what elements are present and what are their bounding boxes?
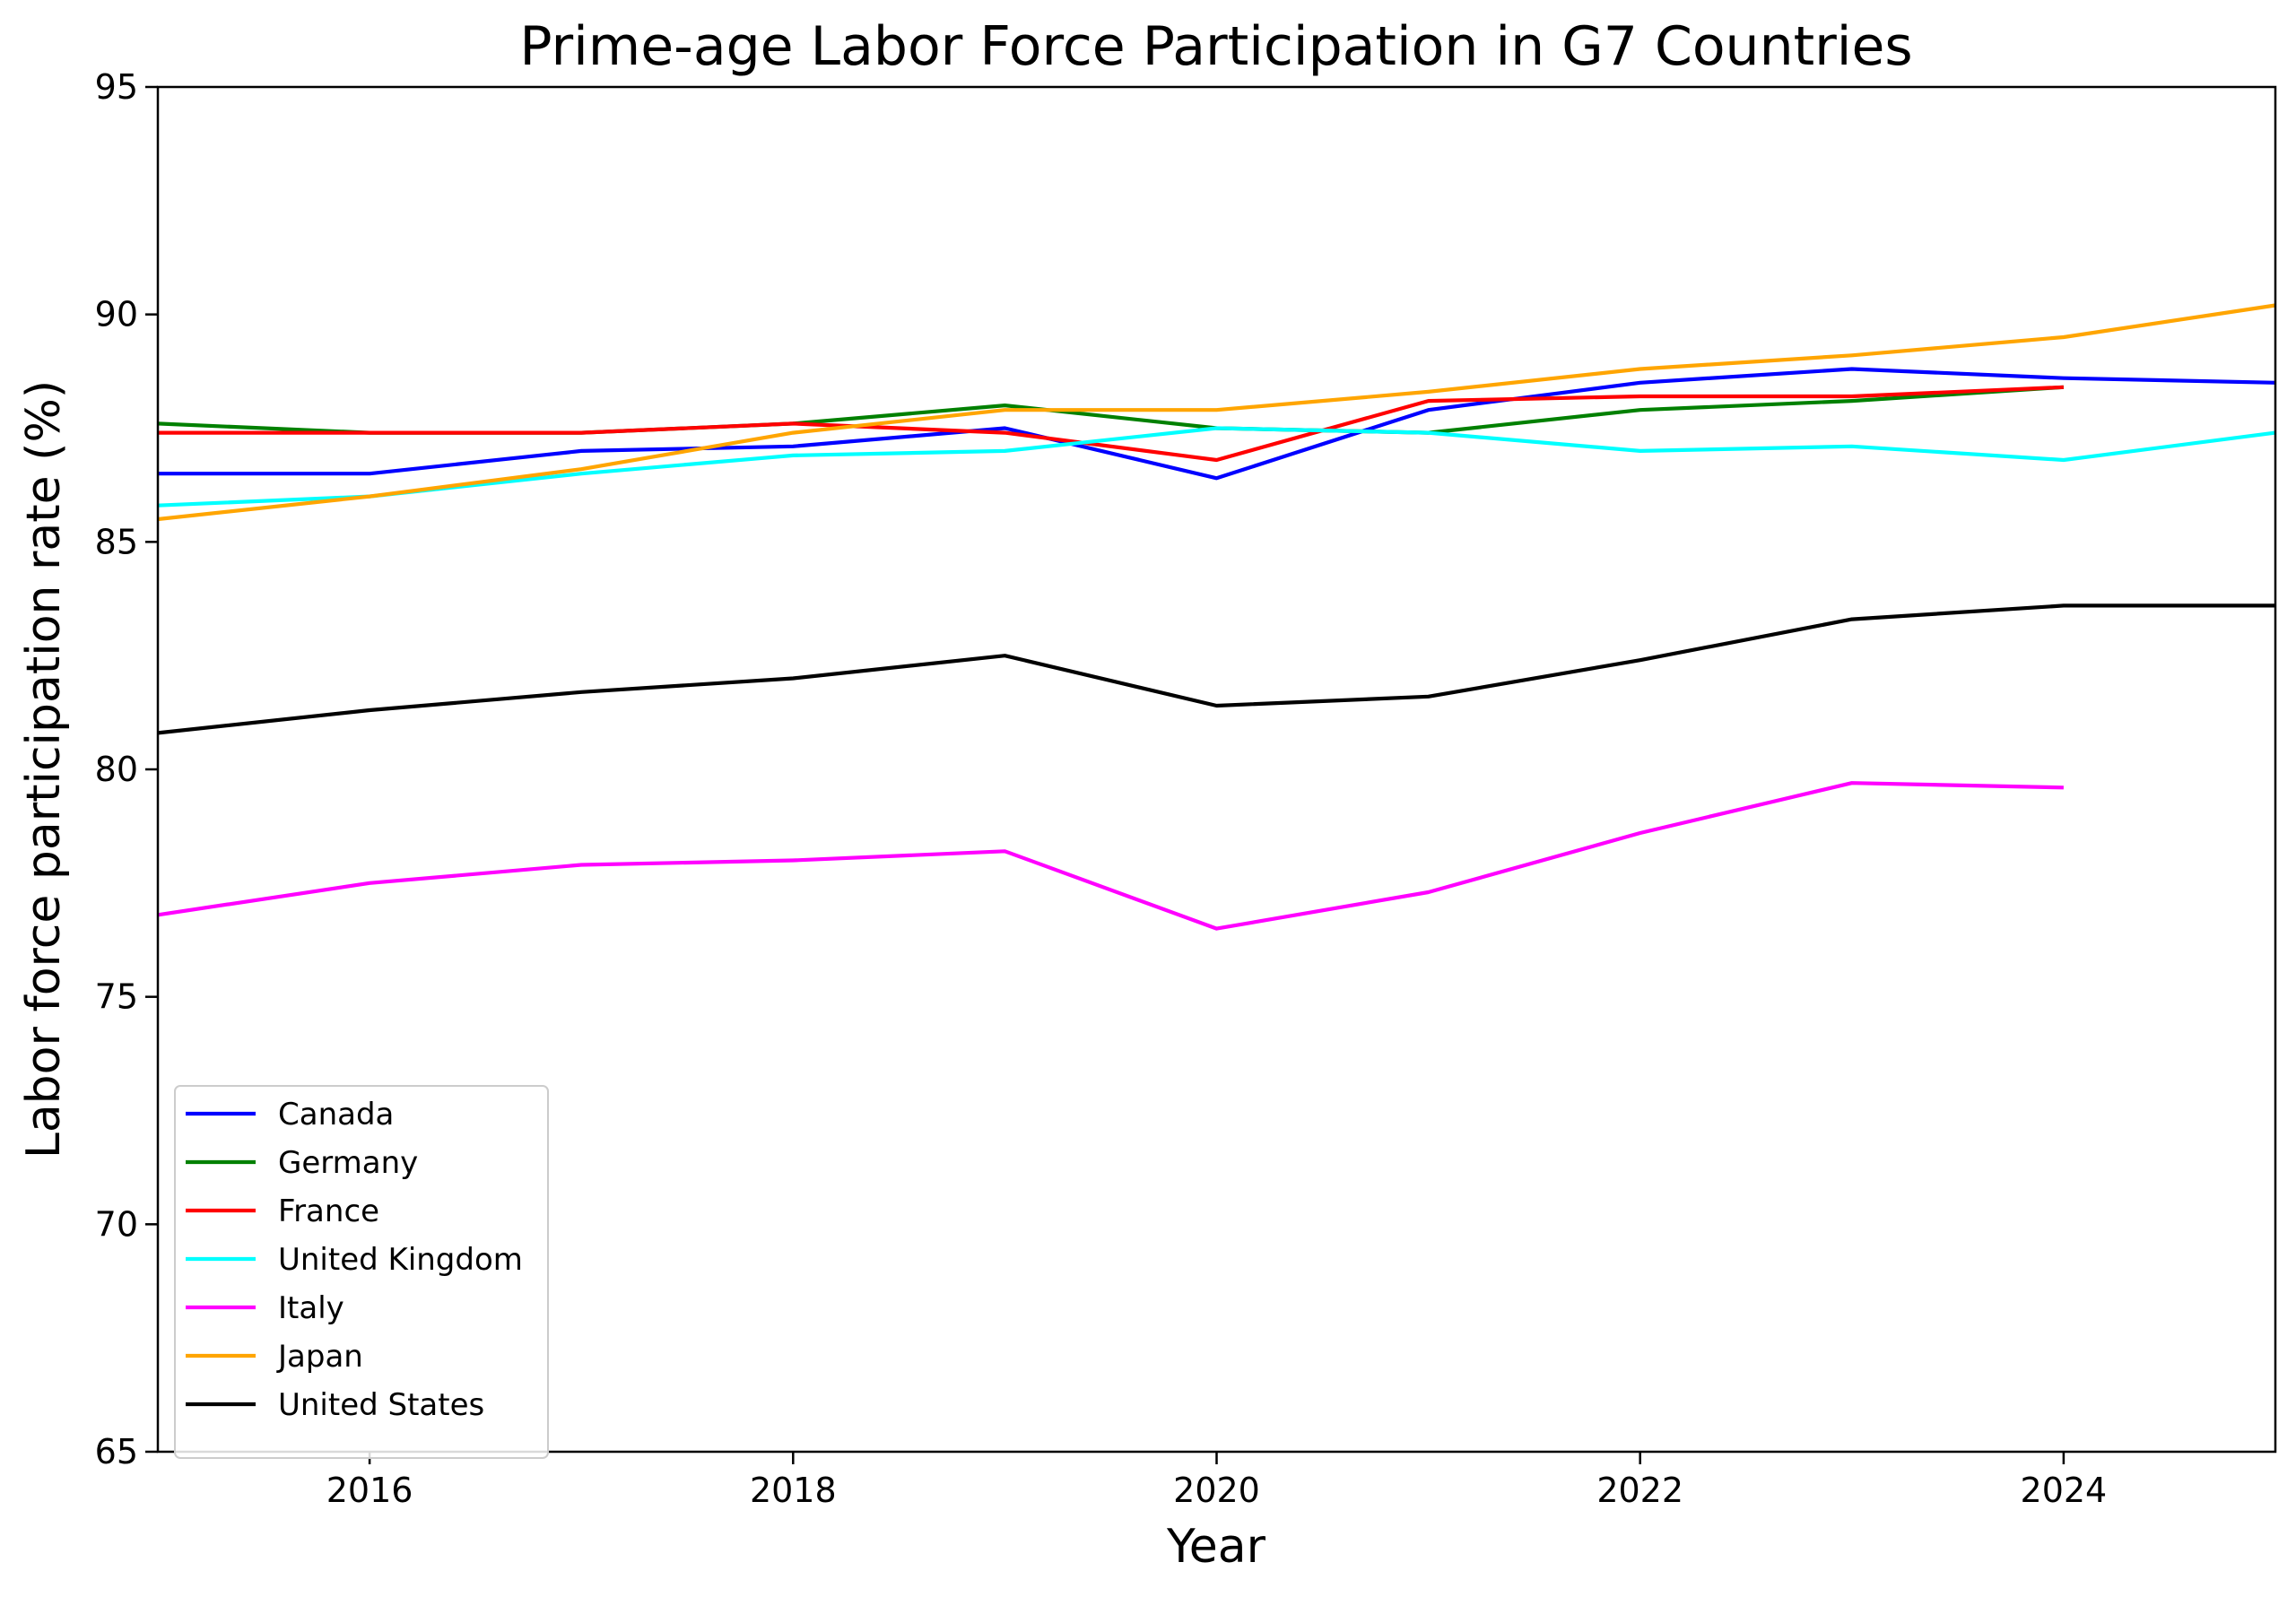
x-tick-label: 2024 — [2021, 1471, 2108, 1510]
x-tick-label: 2018 — [750, 1471, 837, 1510]
y-tick-label: 85 — [95, 522, 138, 561]
legend-label-japan: Japan — [276, 1339, 363, 1375]
y-tick-label: 75 — [95, 977, 138, 1017]
y-tick-label: 70 — [95, 1204, 138, 1244]
series-line-japan — [157, 303, 2276, 522]
y-tick-label: 80 — [95, 750, 138, 789]
legend-label-united-states: United States — [278, 1387, 484, 1423]
x-axis-ticks: 2016 2018 2020 2022 2024 — [326, 1452, 2108, 1510]
plot-frame — [156, 85, 2277, 1454]
y-tick-label: 65 — [95, 1432, 138, 1471]
x-axis-label: Year — [1166, 1520, 1266, 1574]
y-tick-label: 90 — [95, 295, 138, 334]
x-tick-label: 2016 — [326, 1471, 413, 1510]
series-line-united-states — [157, 603, 2275, 735]
series-line-france — [158, 385, 2064, 463]
legend-label-france: France — [278, 1193, 379, 1229]
legend-label-canada: Canada — [278, 1097, 394, 1133]
y-axis-label: Labor force participation rate (%) — [17, 380, 71, 1159]
series-line-canada — [158, 367, 2276, 481]
x-tick-label: 2020 — [1173, 1471, 1260, 1510]
plot-lines — [157, 303, 2276, 931]
legend-label-united-kingdom: United Kingdom — [278, 1242, 523, 1278]
x-tick-label: 2022 — [1596, 1471, 1683, 1510]
chart-title: Prime-age Labor Force Participation in G… — [519, 15, 1912, 78]
y-axis-ticks: 65 70 75 80 85 90 95 — [95, 67, 158, 1471]
legend: Canada Germany France United Kingdom Italy Ja… — [174, 1085, 549, 1459]
legend-label-germany: Germany — [278, 1145, 418, 1181]
series-line-italy — [157, 781, 2064, 931]
legend-box — [174, 1085, 549, 1459]
y-tick-label: 95 — [95, 67, 138, 107]
series-line-united-kingdom — [157, 426, 2276, 508]
legend-label-italy: Italy — [278, 1290, 344, 1326]
